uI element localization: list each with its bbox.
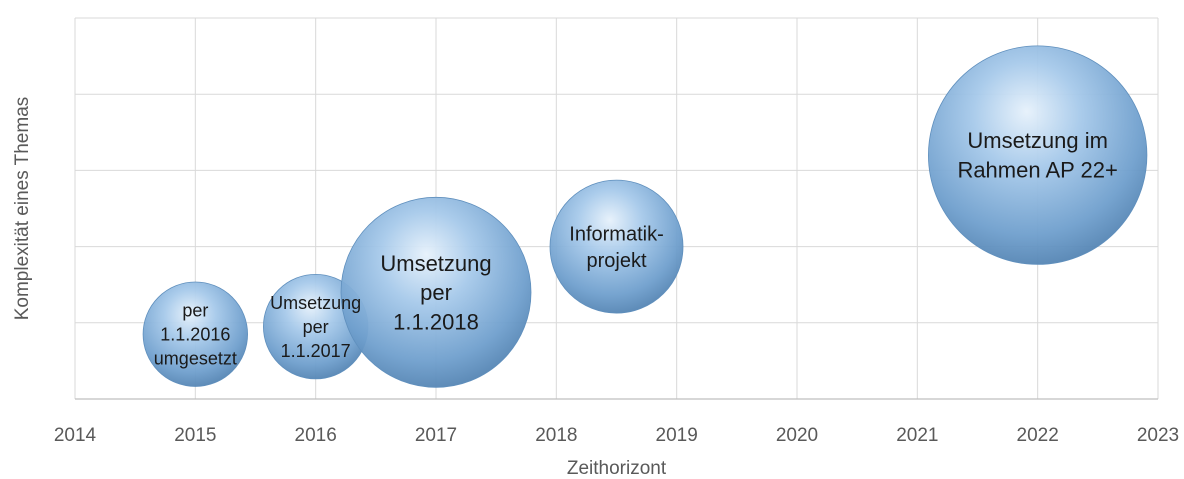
bubble-1 bbox=[142, 281, 248, 387]
x-tick-label: 2020 bbox=[776, 425, 818, 446]
bubble-label: Umsetzung per 1.1.2018 bbox=[380, 251, 491, 335]
axes: 2014 2015 2016 2017 2018 2019 2020 2021 2022 2023 bbox=[54, 398, 1179, 446]
y-axis-title: Komplexität eines Themas bbox=[12, 97, 33, 321]
bubbles bbox=[142, 45, 1148, 388]
x-tick-label: 2018 bbox=[535, 425, 577, 446]
bubble-label: Informatik-projekt bbox=[569, 223, 663, 272]
x-tick-label: 2017 bbox=[415, 425, 457, 446]
labels: per 1.1.2016 umgesetzt Umsetzung per 1.1.2017… bbox=[154, 128, 1118, 368]
bubble-label: Umsetzung per 1.1.2017 bbox=[270, 293, 361, 361]
x-tick-label: 2019 bbox=[656, 425, 698, 446]
bubble-5 bbox=[928, 45, 1148, 265]
x-tick-label: 2014 bbox=[54, 425, 97, 446]
x-tick-label: 2015 bbox=[174, 425, 216, 446]
x-tick-label: 2021 bbox=[896, 425, 938, 446]
x-axis-title: Zeithorizont bbox=[567, 458, 667, 479]
x-tick-label: 2022 bbox=[1017, 425, 1059, 446]
x-tick-label: 2023 bbox=[1137, 425, 1179, 446]
bubble-3 bbox=[340, 196, 532, 388]
bubble-label: per 1.1.2016 umgesetzt bbox=[154, 301, 237, 369]
bubble-label: Umsetzung im Rahmen AP 22+ bbox=[957, 128, 1117, 182]
bubble-4 bbox=[549, 179, 684, 314]
x-tick-label: 2016 bbox=[295, 425, 337, 446]
